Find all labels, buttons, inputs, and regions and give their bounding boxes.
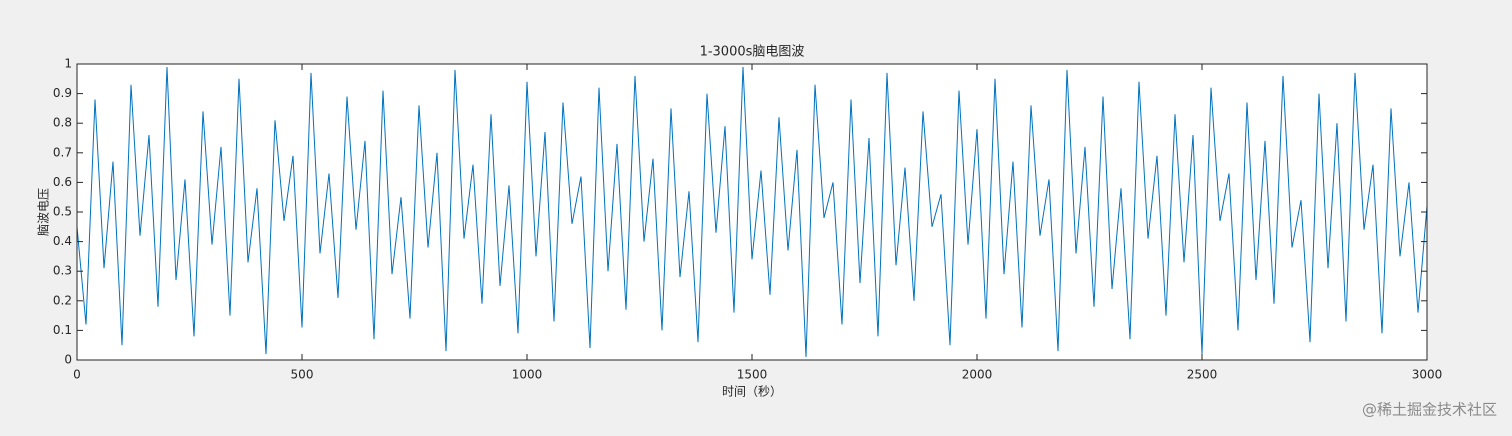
plot-area <box>77 64 1427 360</box>
watermark: @稀土掘金技术社区 <box>1362 401 1497 419</box>
x-tick-label: 2000 <box>962 368 993 382</box>
y-tick-label: 0.7 <box>53 145 72 159</box>
y-tick-label: 0 <box>64 353 72 367</box>
y-tick-label: 0.2 <box>53 293 72 307</box>
y-tick-label: 0.6 <box>53 175 72 189</box>
chart-title: 1-3000s脑电图波 <box>700 45 805 60</box>
x-tick-label: 2500 <box>1187 368 1218 382</box>
y-tick-label: 0.3 <box>53 264 72 278</box>
x-tick-label: 1500 <box>737 368 768 382</box>
y-tick-label: 0.9 <box>53 86 72 100</box>
x-tick-label: 0 <box>73 368 81 382</box>
y-tick-label: 0.1 <box>53 323 72 337</box>
x-tick-label: 500 <box>291 368 314 382</box>
y-tick-label: 1 <box>64 57 72 71</box>
x-tick-label: 3000 <box>1412 368 1443 382</box>
y-tick-label: 0.8 <box>53 116 72 130</box>
y-tick-label: 0.4 <box>53 234 72 248</box>
y-axis-label: 脑波电压 <box>37 188 51 236</box>
x-axis-label: 时间（秒） <box>722 385 782 399</box>
y-tick-label: 0.5 <box>53 205 72 219</box>
x-tick-label: 1000 <box>512 368 543 382</box>
